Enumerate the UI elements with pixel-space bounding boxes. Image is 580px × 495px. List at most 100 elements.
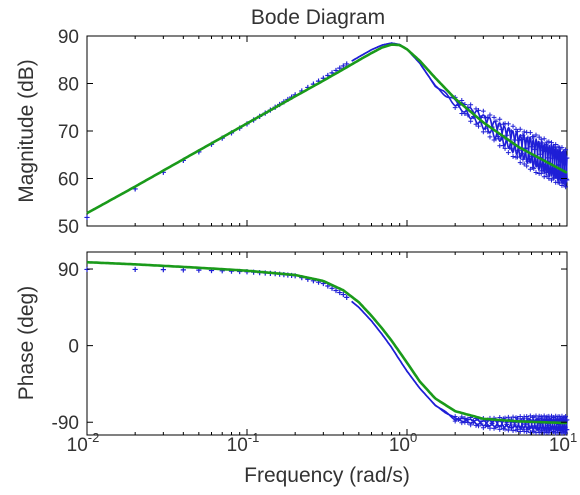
magnitude-measured-point bbox=[546, 139, 552, 145]
magnitude-measured-point bbox=[519, 151, 524, 157]
magnitude-measured-point bbox=[521, 161, 527, 167]
magnitude-measured-point bbox=[533, 132, 539, 138]
phase-measured-point bbox=[132, 266, 138, 273]
phase-ytick-label: -90 bbox=[52, 413, 79, 434]
magnitude-measured-point bbox=[554, 174, 560, 180]
magnitude-measured-point bbox=[340, 63, 346, 69]
phase-measured-point bbox=[456, 417, 461, 422]
phase-measured-point bbox=[563, 430, 568, 436]
magnitude-measured-point bbox=[538, 170, 544, 176]
phase-model-series bbox=[86, 260, 568, 425]
magnitude-measured-point bbox=[510, 154, 516, 159]
phase-ytick-label: 90 bbox=[58, 260, 79, 281]
magnitude-measured-point bbox=[509, 146, 514, 152]
magnitude-measured-point bbox=[84, 214, 90, 221]
phase-measured-point bbox=[462, 415, 468, 421]
magnitude-measured-point bbox=[509, 129, 514, 135]
magnitude-measured-point bbox=[491, 114, 497, 120]
magnitude-measured-point bbox=[485, 129, 491, 135]
phase-measured-point bbox=[329, 285, 335, 291]
magnitude-measured-point bbox=[495, 134, 501, 139]
magnitude-measured-point bbox=[485, 114, 491, 120]
magnitude-measured-point bbox=[541, 174, 547, 180]
phase-measured-point bbox=[505, 427, 511, 433]
phase-measured-point bbox=[465, 416, 471, 422]
magnitude-measured-point bbox=[533, 170, 539, 175]
magnitude-measured-point bbox=[532, 146, 538, 152]
phase-measured-point bbox=[476, 423, 481, 429]
magnitude-measured-point bbox=[476, 107, 481, 113]
magnitude-measured-point bbox=[520, 132, 526, 138]
phase-measured-point bbox=[549, 423, 555, 429]
magnitude-measured-point bbox=[562, 162, 568, 168]
magnitude-measured-point bbox=[512, 137, 517, 143]
phase-measured-point bbox=[478, 419, 484, 425]
phase-measured-point bbox=[542, 425, 548, 430]
magnitude-measured-point bbox=[526, 139, 532, 145]
magnitude-measured-point bbox=[539, 140, 545, 146]
magnitude-measured-point bbox=[535, 164, 541, 169]
phase-measured-point bbox=[160, 267, 166, 273]
magnitude-measured-point bbox=[537, 151, 543, 157]
phase-measured-point bbox=[558, 428, 563, 433]
phase-measured-point bbox=[483, 423, 489, 428]
magnitude-measured-point bbox=[561, 181, 567, 187]
magnitude-measured-point bbox=[468, 118, 474, 124]
magnitude-measured-point bbox=[510, 123, 516, 129]
magnitude-measured-point bbox=[547, 169, 553, 175]
magnitude-measured-point bbox=[564, 155, 570, 161]
magnitude-measured-point bbox=[559, 145, 565, 150]
phase-measured-point bbox=[564, 427, 570, 433]
magnitude-measured-point bbox=[560, 158, 566, 164]
phase-ytick-label: 0 bbox=[68, 337, 79, 358]
magnitude-measured-point bbox=[483, 115, 489, 121]
magnitude-measured-point bbox=[535, 140, 541, 146]
phase-measured-point bbox=[547, 416, 553, 422]
phase-measured-point bbox=[470, 418, 476, 424]
magnitude-model-series bbox=[86, 43, 568, 215]
magnitude-measured-point bbox=[558, 155, 564, 161]
phase-measured-point bbox=[548, 426, 554, 432]
phase-axis-label: Phase (deg) bbox=[15, 286, 38, 400]
magnitude-panel: 50 60 70 80 90 Magnitude (dB) bbox=[15, 27, 570, 238]
magnitude-measured-point bbox=[548, 168, 554, 174]
phase-measured-point bbox=[505, 414, 511, 420]
magnitude-measured-point bbox=[476, 123, 481, 129]
phase-plot-frame bbox=[86, 251, 568, 436]
magnitude-measured-point bbox=[527, 130, 533, 135]
magnitude-measured-point bbox=[552, 155, 558, 161]
x-tick-label: 101 bbox=[549, 430, 577, 456]
magnitude-measured-point bbox=[520, 156, 526, 162]
magnitude-measured-point bbox=[473, 121, 479, 127]
magnitude-measured-point bbox=[542, 162, 548, 168]
magnitude-measured-point bbox=[556, 162, 562, 168]
magnitude-ytick-label: 80 bbox=[58, 75, 79, 96]
magnitude-measured-point bbox=[516, 137, 522, 143]
magnitude-measured-point bbox=[524, 163, 530, 169]
magnitude-measured-point bbox=[554, 149, 560, 154]
magnitude-measured-point bbox=[546, 175, 552, 181]
magnitude-measured-point bbox=[515, 154, 520, 160]
x-axis-label: Frequency (rad/s) bbox=[244, 464, 410, 487]
magnitude-measured-point bbox=[495, 123, 501, 129]
magnitude-measured-point bbox=[521, 129, 527, 135]
phase-measured-point bbox=[509, 425, 514, 430]
magnitude-measured-point bbox=[545, 155, 551, 161]
chart-title: Bode Diagram bbox=[251, 6, 385, 29]
phase-measured-point bbox=[452, 414, 458, 419]
phase-measured-point bbox=[468, 422, 474, 428]
magnitude-measured-point bbox=[487, 134, 493, 140]
magnitude-measured-point bbox=[539, 168, 545, 174]
phase-measured-point bbox=[553, 413, 559, 419]
phase-measured-point bbox=[564, 417, 570, 423]
phase-measured-point bbox=[534, 426, 540, 432]
phase-measured-point bbox=[340, 291, 346, 298]
magnitude-measured-point bbox=[456, 102, 461, 108]
magnitude-measured-point bbox=[452, 105, 458, 111]
phase-measured-point bbox=[563, 414, 568, 419]
x-tick-label: 10-1 bbox=[227, 430, 260, 456]
magnitude-measured-point bbox=[473, 106, 479, 112]
phase-measured-point bbox=[459, 414, 465, 420]
magnitude-measured-point bbox=[344, 61, 350, 67]
